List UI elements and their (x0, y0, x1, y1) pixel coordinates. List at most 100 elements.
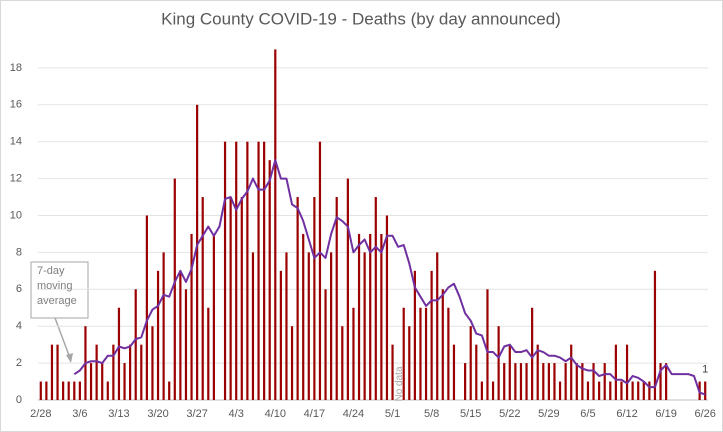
bar (648, 381, 651, 400)
y-tick-label: 4 (16, 320, 22, 332)
bar (631, 381, 634, 400)
bar (67, 381, 70, 400)
x-tick-label: 5/22 (499, 408, 520, 420)
bar (279, 270, 282, 400)
bar (62, 381, 65, 400)
bar (313, 197, 316, 400)
bar (475, 344, 478, 400)
bar (129, 344, 132, 400)
bar (374, 197, 377, 400)
callout-text: 7-day moving average (37, 265, 77, 307)
y-tick-label: 6 (16, 283, 22, 295)
bar (168, 381, 171, 400)
x-tick-label: 5/8 (424, 408, 439, 420)
bar (469, 326, 472, 400)
bar (441, 289, 444, 400)
y-tick-label: 10 (10, 209, 22, 221)
callout-box (30, 261, 89, 319)
bar (290, 326, 294, 400)
bar (609, 381, 612, 400)
bar (536, 344, 539, 400)
bar (235, 141, 238, 400)
bar (452, 344, 456, 400)
bar (56, 344, 59, 400)
callout-arrowhead (66, 353, 73, 363)
bar (246, 141, 249, 400)
bar (531, 307, 534, 400)
bar (145, 215, 148, 400)
bar (285, 252, 288, 400)
bar (156, 270, 160, 400)
x-tick-label: 6/12 (616, 408, 637, 420)
y-tick-label: 14 (10, 136, 22, 148)
bar (508, 344, 511, 400)
bar (413, 270, 416, 400)
x-tick-label: 4/17 (304, 408, 325, 420)
y-tick-label: 0 (16, 394, 22, 406)
bar (179, 270, 182, 400)
bar (575, 363, 578, 400)
bar (497, 326, 500, 400)
bar (586, 381, 590, 400)
chart-title: King County COVID-19 - Deaths (by day an… (161, 9, 561, 28)
bar (419, 307, 422, 400)
x-tick-label: 4/24 (343, 408, 364, 420)
bar (151, 326, 154, 400)
bar (89, 363, 93, 400)
bar (625, 344, 629, 400)
x-tick-label: 5/15 (460, 408, 481, 420)
bar (223, 141, 227, 400)
bar (542, 363, 545, 400)
x-tick-label: 3/6 (72, 408, 87, 420)
bar (408, 326, 411, 400)
x-tick-label: 4/3 (229, 408, 244, 420)
bar (653, 270, 657, 400)
x-tick-label: 6/5 (580, 408, 595, 420)
x-tick-label: 3/13 (108, 408, 129, 420)
x-tick-label: 5/1 (385, 408, 400, 420)
bar (424, 307, 428, 400)
x-tick-label: 2/28 (30, 408, 51, 420)
bar (603, 363, 606, 400)
data-label: 1 (702, 363, 708, 375)
bar (123, 363, 126, 400)
bar (480, 381, 483, 400)
x-tick-label: 4/10 (265, 408, 286, 420)
bar (642, 381, 645, 400)
y-tick-label: 12 (10, 173, 22, 185)
bar (173, 178, 176, 400)
bar (39, 381, 42, 400)
bar (274, 49, 277, 400)
bar (570, 344, 573, 400)
bar (369, 233, 372, 400)
bar (547, 363, 550, 400)
bar (229, 197, 232, 400)
bar (296, 197, 299, 400)
annotation: No data (394, 366, 405, 401)
bar (95, 344, 98, 400)
bar (106, 381, 109, 400)
bar (503, 363, 506, 400)
bar (620, 381, 623, 400)
bar (184, 289, 188, 400)
bar (464, 363, 467, 400)
bar (391, 344, 394, 400)
bar (614, 344, 617, 400)
callout-arrow (54, 317, 71, 359)
bar (553, 363, 556, 400)
bar (201, 197, 204, 400)
bar (307, 252, 310, 400)
bar (134, 289, 137, 400)
bar (73, 381, 76, 400)
y-tick-label: 8 (16, 246, 22, 258)
x-tick-label: 3/20 (147, 408, 168, 420)
bar (324, 289, 327, 400)
bar (380, 233, 383, 400)
bar (659, 363, 662, 400)
bar (318, 141, 322, 400)
bar (598, 381, 601, 400)
bar (162, 252, 165, 400)
x-tick-label: 6/26 (694, 408, 715, 420)
bar (564, 363, 567, 400)
